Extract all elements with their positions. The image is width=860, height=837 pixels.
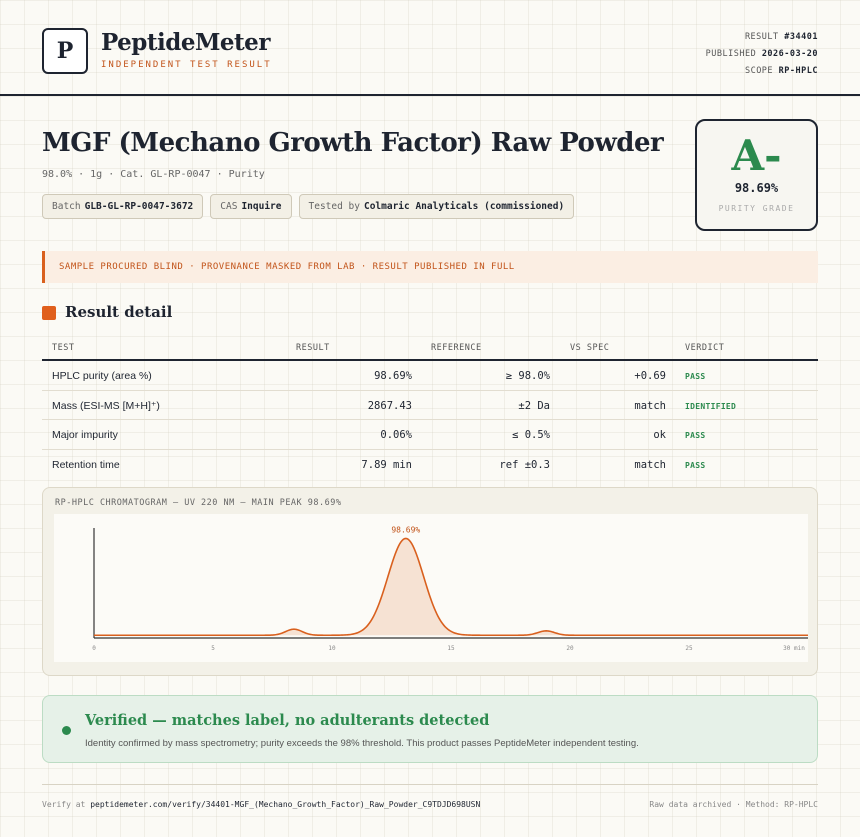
cell-reference: ≥ 98.0% [505, 370, 550, 382]
result-meta: RESULT #34401 PUBLISHED 2026-03-20 SCOPE… [706, 29, 818, 80]
cell-reference: ±2 Da [518, 399, 550, 412]
chart-title: RP-HPLC CHROMATOGRAM — UV 220 NM — MAIN … [55, 498, 342, 508]
cell-vs-spec: match [634, 458, 666, 471]
col-vs-spec: VS SPEC [570, 343, 610, 353]
col-test: TEST [52, 343, 75, 353]
x-tick-label: 30 min [783, 645, 805, 652]
verified-title: Verified — matches label, no adulterants… [85, 712, 490, 729]
verify-text: Verify at peptidemeter.com/verify/34401-… [42, 800, 481, 809]
cell-verdict: PASS [685, 460, 706, 470]
tested-by-chip: Tested by Colmaric Analyticals (commissio… [298, 194, 575, 219]
meta-scope: SCOPE RP-HPLC [744, 66, 818, 76]
verify-link[interactable]: peptidemeter.com/verify/34401-MGF_(Mecha… [90, 800, 481, 809]
x-tick-labels: 0 5 10 15 20 25 30 min [92, 645, 805, 652]
cell-vs-spec: ok [653, 429, 666, 441]
result-table: TEST RESULT REFERENCE VS SPEC VERDICT HP… [42, 339, 818, 479]
cell-result: 7.89 min [361, 458, 412, 471]
chromatogram-svg: 0 5 10 15 20 25 30 min 98.69% [92, 525, 808, 652]
chart-area: 0 5 10 15 20 25 30 min 98.69% [54, 514, 808, 662]
x-tick-label: 20 [566, 645, 574, 652]
cell-result: 2867.43 [367, 399, 412, 412]
report-header: P PeptideMeter INDEPENDENT TEST RESULT R… [0, 0, 860, 96]
cell-result: 98.69% [374, 370, 412, 382]
chromatogram-fill [94, 538, 808, 636]
product-subtitle: 98.0% · 1g · Cat. GL-RP-0047 · Purity [42, 169, 265, 180]
chromatogram-line [94, 537, 808, 637]
grade-letter: A- [731, 131, 782, 180]
x-tick-label: 25 [685, 645, 693, 652]
cell-verdict: IDENTIFIED [685, 401, 737, 411]
col-verdict: VERDICT [685, 343, 725, 353]
report-footer: Verify at peptidemeter.com/verify/34401-… [42, 784, 818, 809]
grade-label: PURITY GRADE [718, 204, 795, 213]
meta-published: PUBLISHED 2026-03-20 [705, 49, 818, 59]
cell-verdict: PASS [685, 431, 706, 440]
table-header: TEST RESULT REFERENCE VS SPEC VERDICT [42, 339, 818, 361]
cell-vs-spec: +0.69 [634, 370, 666, 382]
col-result: RESULT [296, 343, 330, 353]
table-row: Retention time 7.89 min ref ±0.3 match P… [42, 450, 818, 480]
provenance-banner: SAMPLE PROCURED BLIND · PROVENANCE MASKE… [42, 251, 818, 283]
cell-reference: ≤ 0.5% [512, 429, 550, 441]
cell-test: Major impurity [52, 429, 118, 441]
purity-grade-card: A- 98.69% PURITY GRADE [695, 119, 818, 231]
x-tick-label: 0 [92, 645, 96, 652]
cell-reference: ref ±0.3 [499, 458, 550, 471]
batch-chip: Batch GLB-GL-RP-0047-3672 [42, 194, 204, 219]
cell-verdict: PASS [685, 372, 706, 381]
logo: P [42, 28, 88, 74]
verified-dot-icon [62, 726, 71, 735]
x-tick-label: 15 [447, 645, 455, 652]
cas-chip: CAS Inquire [210, 194, 292, 219]
cell-test: Retention time [52, 458, 120, 471]
brand-tagline: INDEPENDENT TEST RESULT [101, 60, 272, 70]
meta-result: RESULT #34401 [744, 32, 818, 42]
verified-panel: Verified — matches label, no adulterants… [42, 695, 818, 763]
section-square-icon [42, 306, 56, 320]
cell-result: 0.06% [380, 429, 412, 441]
cell-test: HPLC purity (area %) [52, 370, 152, 382]
table-row: HPLC purity (area %) 98.69% ≥ 98.0% +0.6… [42, 361, 818, 391]
table-row: Major impurity 0.06% ≤ 0.5% ok PASS [42, 420, 818, 450]
table-row: Mass (ESI-MS [M+H]⁺) 2867.43 ±2 Da match… [42, 391, 818, 420]
product-chips: Batch GLB-GL-RP-0047-3672 CAS Inquire Test… [42, 194, 575, 219]
cell-test: Mass (ESI-MS [M+H]⁺) [52, 399, 160, 412]
chromatogram-card: RP-HPLC CHROMATOGRAM — UV 220 NM — MAIN … [42, 487, 818, 676]
footer-method: Raw data archived · Method: RP-HPLC [649, 800, 818, 809]
cell-vs-spec: match [634, 399, 666, 412]
x-tick-label: 10 [328, 645, 336, 652]
peak-annotation: 98.69% [391, 525, 420, 534]
grade-value: 98.69% [734, 181, 779, 195]
section-title: Result detail [65, 303, 173, 321]
col-reference: REFERENCE [431, 343, 482, 353]
x-tick-label: 5 [211, 645, 215, 652]
brand-name: PeptideMeter [101, 29, 270, 56]
page-title: MGF (Mechano Growth Factor) Raw Powder [42, 128, 664, 158]
verified-subtitle: Identity confirmed by mass spectrometry;… [85, 738, 639, 749]
